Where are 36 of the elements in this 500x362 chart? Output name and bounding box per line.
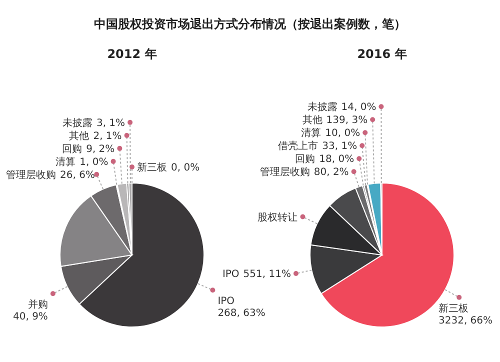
slice-label: IPO: [218, 296, 235, 308]
chart-title: 2016 年: [357, 47, 407, 61]
slice-label: 其他: [302, 114, 322, 126]
text: 中国股权投资市场退出方式分布情况（按退出案例数，笔）: [94, 17, 406, 31]
data-label: 18, 0%: [319, 154, 354, 166]
slice-label: 清算: [56, 156, 76, 168]
chart-title: 2012 年: [107, 47, 157, 61]
data-label: 268, 63%: [218, 308, 266, 320]
category-label: 新三板: [137, 162, 167, 174]
slice-label: 回购: [62, 144, 82, 155]
data-label: 33, 1%: [322, 141, 358, 152]
slice-label: 清算: [301, 127, 322, 140]
slice-label: 借壳上市: [278, 140, 318, 152]
slice-label: 未披露: [307, 101, 338, 114]
data-label: 14, 0%: [341, 102, 376, 114]
data-label: 26, 6%: [60, 170, 95, 181]
data-label: 9, 2%: [86, 144, 115, 155]
data-label: 2, 1%: [93, 130, 122, 142]
data-label: 40, 9%: [12, 312, 48, 323]
text: 0, 0%: [171, 162, 200, 174]
data-label: 551, 11%: [243, 269, 291, 280]
data-label: 3, 1%: [96, 118, 126, 129]
slice-label: 其他: [69, 130, 90, 142]
slice-label: 未披露: [62, 116, 92, 129]
slice-label: IPO: [222, 269, 240, 280]
slice-label: 管理层收购: [6, 170, 56, 181]
slice-label: 回购: [295, 154, 316, 166]
slice-label: 股权转让: [258, 211, 298, 224]
slice-label: 新三板: [438, 302, 468, 314]
data-label: 3232, 66%: [438, 315, 493, 326]
slice-label: 管理层收购: [260, 167, 310, 178]
data-label: 1, 0%: [80, 156, 108, 168]
slice-label: 并购: [28, 298, 48, 311]
data-label: 10, 0%: [325, 128, 360, 140]
data-label: 139, 3%: [326, 115, 368, 126]
data-label: 80, 2%: [314, 167, 349, 178]
